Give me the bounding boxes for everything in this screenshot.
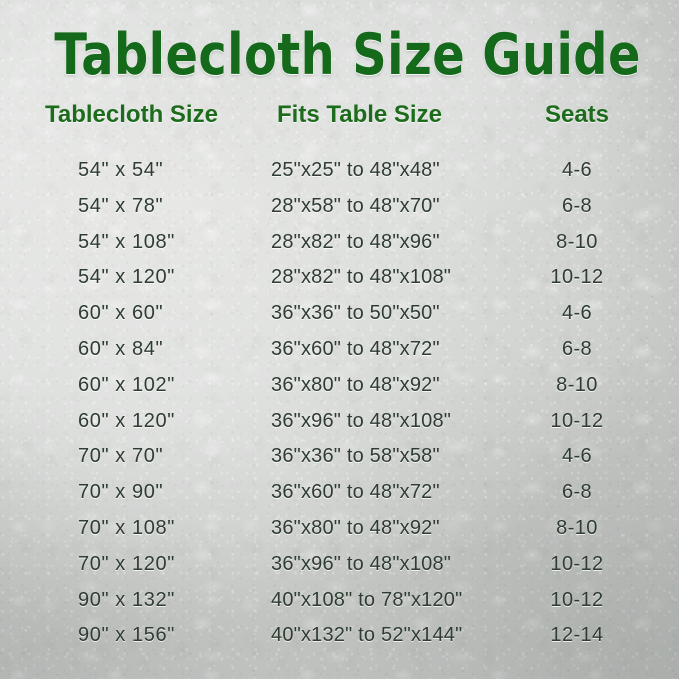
- cell-tablecloth-size: 54" x 54": [78, 159, 164, 181]
- table-row: 90" x 156" 40"x132" to 52"x144" 12-14: [0, 618, 679, 654]
- table-row: 70" x 108" 36"x80" to 48"x92" 8-10: [0, 511, 679, 547]
- cell-seats: 12-14: [550, 624, 604, 647]
- column-header-seats: Seats: [544, 101, 610, 128]
- table-row: 54" x 78" 28"x58" to 48"x70" 6-8: [0, 189, 679, 225]
- cell-tablecloth-size: 54" x 120": [78, 266, 175, 289]
- cell-fits-table-size: 36"x96" to 48"x108": [271, 409, 452, 432]
- cell-tablecloth-size: 54" x 108": [78, 230, 175, 253]
- table-body: 54" x 54" 25"x25" to 48"x48" 4-6 54" x 7…: [0, 153, 679, 654]
- cell-fits-table-size: 28"x82" to 48"x96": [271, 230, 440, 253]
- cell-tablecloth-size: 60" x 84": [78, 337, 164, 360]
- column-header-tablecloth-size: Tablecloth Size: [45, 101, 218, 128]
- table-row: 54" x 108" 28"x82" to 48"x96" 8-10: [0, 225, 679, 261]
- cell-tablecloth-size: 70" x 90": [78, 481, 164, 504]
- cell-tablecloth-size: 60" x 60": [78, 302, 164, 325]
- cell-seats: 8-10: [556, 373, 598, 396]
- cell-fits-table-size: 36"x96" to 48"x108": [271, 552, 452, 575]
- table-row: 70" x 70" 36"x36" to 58"x58" 4-6: [0, 439, 679, 475]
- cell-seats: 10-12: [550, 266, 604, 289]
- page-title: Tablecloth Size Guide: [54, 22, 641, 88]
- cell-seats: 8-10: [556, 516, 598, 539]
- cell-seats: 6-8: [561, 194, 593, 217]
- cell-seats: 10-12: [550, 409, 604, 432]
- cell-seats: 8-10: [556, 230, 598, 253]
- cell-fits-table-size: 36"x60" to 48"x72": [271, 481, 440, 504]
- cell-tablecloth-size: 70" x 70": [78, 445, 164, 468]
- cell-seats: 4-6: [561, 302, 593, 325]
- cell-seats: 4-6: [561, 445, 593, 468]
- cell-seats: 6-8: [561, 481, 593, 504]
- cell-tablecloth-size: 60" x 120": [78, 409, 175, 432]
- cell-fits-table-size: 36"x60" to 48"x72": [271, 337, 440, 360]
- table-header-row: Tablecloth Size Fits Table Size Seats: [0, 103, 679, 153]
- cell-fits-table-size: 28"x82" to 48"x108": [271, 266, 452, 289]
- cell-fits-table-size: 36"x36" to 58"x58": [271, 445, 440, 468]
- cell-tablecloth-size: 60" x 102": [78, 373, 175, 396]
- table-row: 70" x 120" 36"x96" to 48"x108" 10-12: [0, 547, 679, 583]
- table-row: 54" x 120" 28"x82" to 48"x108" 10-12: [0, 260, 679, 296]
- table-row: 60" x 102" 36"x80" to 48"x92" 8-10: [0, 368, 679, 404]
- cell-fits-table-size: 36"x80" to 48"x92": [271, 516, 440, 539]
- cell-seats: 10-12: [550, 588, 604, 611]
- table-row: 60" x 84" 36"x60" to 48"x72" 6-8: [0, 332, 679, 368]
- cell-fits-table-size: 36"x80" to 48"x92": [271, 373, 440, 396]
- table-row: 70" x 90" 36"x60" to 48"x72" 6-8: [0, 475, 679, 511]
- cell-fits-table-size: 28"x58" to 48"x70": [271, 194, 440, 217]
- cell-seats: 10-12: [550, 552, 604, 575]
- column-header-fits-table-size: Fits Table Size: [277, 101, 442, 128]
- cell-tablecloth-size: 54" x 78": [78, 194, 164, 217]
- cell-seats: 4-6: [561, 159, 593, 181]
- cell-tablecloth-size: 70" x 120": [78, 552, 175, 575]
- cell-tablecloth-size: 70" x 108": [78, 516, 175, 539]
- table-row: 60" x 60" 36"x36" to 50"x50" 4-6: [0, 296, 679, 332]
- cell-fits-table-size: 36"x36" to 50"x50": [271, 302, 440, 325]
- cell-fits-table-size: 25"x25" to 48"x48": [271, 159, 440, 181]
- cell-tablecloth-size: 90" x 132": [78, 588, 175, 611]
- cell-fits-table-size: 40"x108" to 78"x120": [271, 588, 463, 611]
- table-row: 60" x 120" 36"x96" to 48"x108" 10-12: [0, 404, 679, 440]
- table-row: 54" x 54" 25"x25" to 48"x48" 4-6: [0, 153, 679, 189]
- cell-tablecloth-size: 90" x 156": [78, 624, 175, 647]
- size-chart-table: Tablecloth Size Fits Table Size Seats 54…: [0, 103, 679, 654]
- table-row: 90" x 132" 40"x108" to 78"x120" 10-12: [0, 583, 679, 619]
- cell-fits-table-size: 40"x132" to 52"x144": [271, 624, 463, 647]
- cell-seats: 6-8: [561, 337, 593, 360]
